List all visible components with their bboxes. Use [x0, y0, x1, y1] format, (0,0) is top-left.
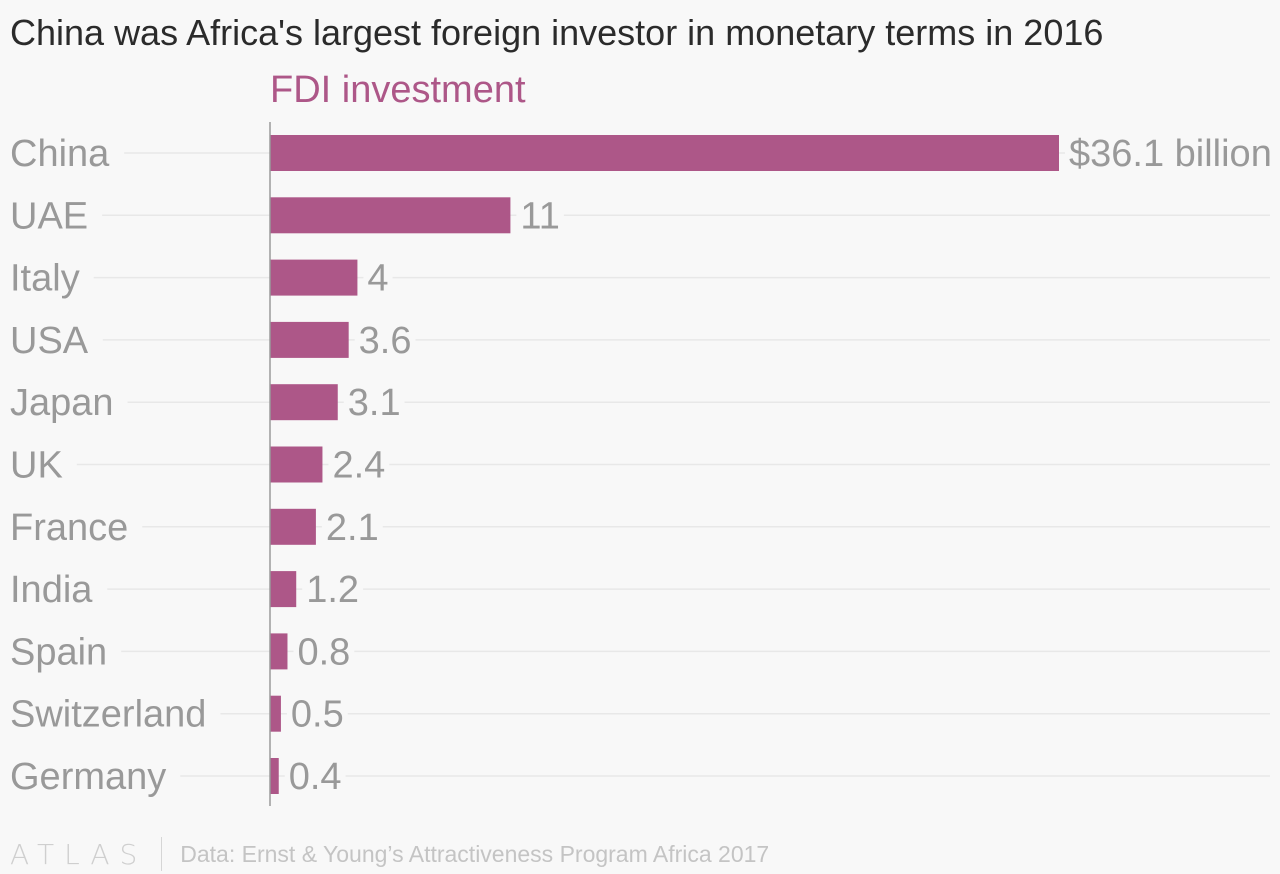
bar [270, 259, 358, 296]
category-label: USA [10, 320, 89, 362]
bar [270, 758, 279, 794]
bar [270, 633, 288, 670]
bar [270, 446, 323, 483]
gridlines [76, 152, 1270, 777]
category-label: UK [10, 445, 63, 487]
value-label-bg [286, 693, 348, 734]
category-label: UAE [10, 195, 88, 237]
category-label: China [10, 133, 110, 175]
category-label: Spain [10, 631, 107, 673]
bar [270, 695, 281, 732]
value-label-bg [328, 444, 390, 485]
value-label-bg [293, 631, 355, 672]
atlas-logo: ATLAS [10, 837, 148, 871]
value-label-bg [354, 319, 416, 360]
bar [270, 321, 349, 358]
value-label-bg [284, 756, 346, 796]
value-label: 0.5 [291, 694, 344, 736]
value-label: 3.1 [348, 382, 401, 424]
value-label: 11 [520, 195, 559, 237]
chart-title: China was Africa's largest foreign inves… [10, 12, 1104, 53]
bar [270, 135, 1059, 171]
value-label-bg [1065, 133, 1276, 173]
value-label: 2.1 [326, 507, 379, 549]
value-labels: $36.1 billion 11 4 3.6 3.1 2.4 2.1 1.2 0.8 0.5 0.4 [284, 133, 1276, 798]
value-label: 0.4 [289, 756, 342, 798]
value-label: 3.6 [359, 320, 412, 362]
category-label: Italy [10, 258, 80, 300]
category-label: Japan [10, 382, 114, 424]
value-label: 2.4 [332, 445, 385, 487]
bar [270, 508, 316, 545]
value-label-bg [516, 195, 564, 236]
bar [270, 571, 297, 608]
category-label: Switzerland [10, 694, 206, 736]
value-label-bg [363, 257, 393, 298]
source-note: Data: Ernst & Young’s Attractiveness Pro… [180, 840, 770, 867]
value-label: 0.8 [297, 631, 350, 673]
footer-divider [161, 837, 163, 871]
value-label-bg [321, 506, 383, 547]
value-label: $36.1 billion [1069, 133, 1272, 175]
value-label-bg [343, 382, 405, 423]
value-label: 4 [367, 258, 388, 300]
bar [270, 197, 511, 234]
value-label-bg [302, 569, 364, 610]
bar [270, 384, 338, 421]
category-labels: China UAE Italy USA Japan UK France India Spain S… [10, 133, 206, 798]
series-label: FDI investment [270, 69, 526, 111]
bars [270, 135, 1059, 794]
category-label: France [10, 507, 128, 549]
footer: ATLAS Data: Ernst & Young’s Attractivene… [10, 836, 769, 872]
category-label: India [10, 569, 93, 611]
category-label: Germany [10, 756, 166, 798]
value-label: 1.2 [306, 569, 359, 611]
